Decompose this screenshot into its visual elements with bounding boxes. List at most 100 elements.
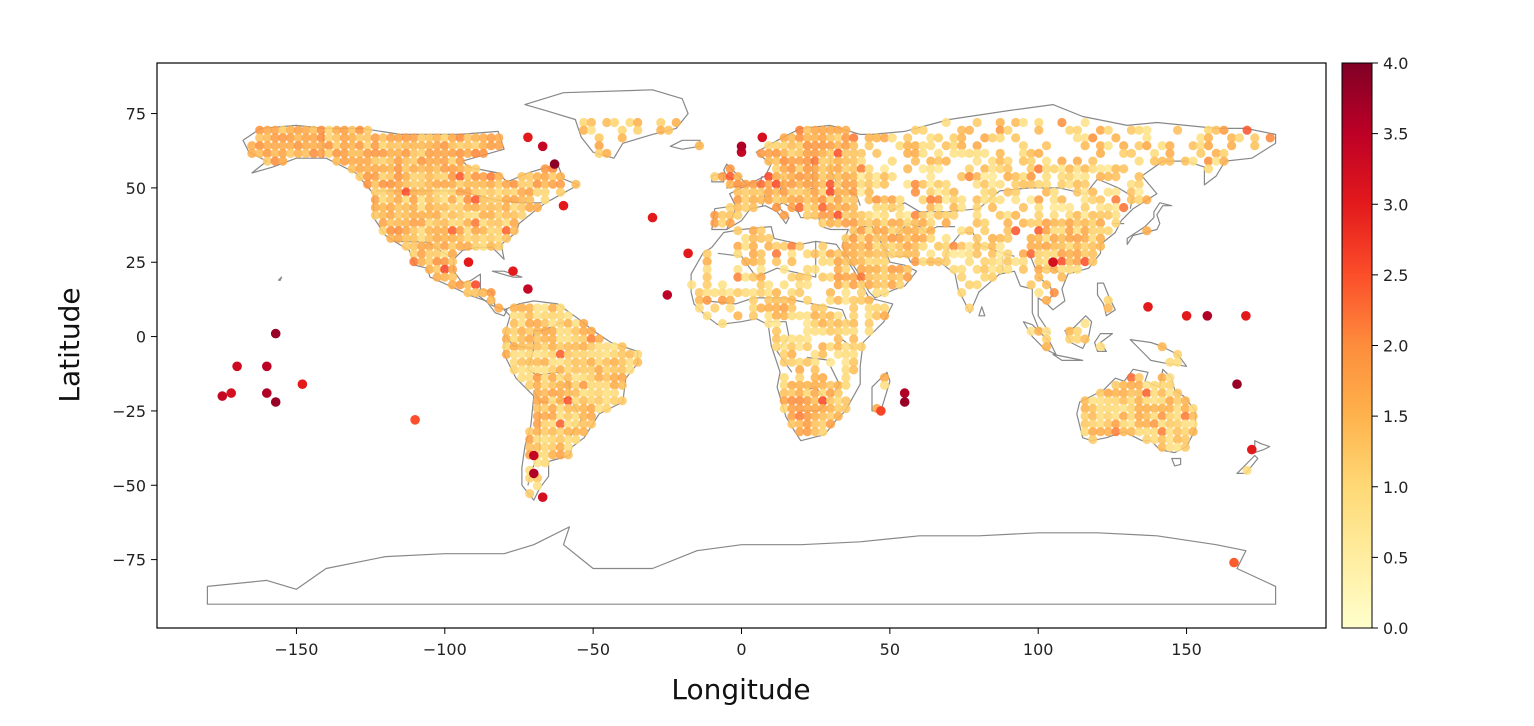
data-point: [509, 326, 519, 336]
data-point: [1088, 210, 1098, 220]
data-point: [787, 195, 797, 205]
data-point: [694, 288, 705, 298]
data-point: [926, 210, 936, 220]
data-point: [409, 233, 419, 243]
data-point: [1157, 342, 1167, 352]
data-point: [1003, 125, 1013, 135]
data-point: [447, 249, 458, 259]
data-point: [571, 427, 581, 437]
data-point: [849, 164, 859, 174]
data-point: [1065, 218, 1075, 228]
data-point: [810, 373, 820, 383]
data-point: [529, 468, 539, 479]
data-point: [818, 318, 828, 329]
data-point: [1095, 411, 1106, 421]
data-point: [764, 241, 774, 251]
data-point: [941, 195, 951, 205]
data-point: [409, 133, 419, 143]
data-point: [409, 179, 419, 189]
data-point: [864, 326, 874, 336]
data-point: [849, 218, 859, 228]
data-point: [818, 148, 828, 158]
data-point: [579, 427, 589, 437]
data-point: [370, 164, 380, 174]
data-point: [455, 226, 465, 236]
data-point: [571, 419, 581, 429]
data-point: [1072, 241, 1082, 251]
data-point: [517, 210, 527, 220]
data-point: [957, 264, 967, 274]
data-point: [926, 249, 936, 259]
data-point: [324, 133, 334, 143]
data-point: [440, 172, 450, 182]
data-point: [424, 164, 434, 174]
data-point: [1034, 226, 1044, 236]
data-point: [995, 241, 1005, 251]
data-point: [1049, 241, 1059, 251]
data-point: [887, 272, 897, 282]
data-point: [478, 233, 488, 243]
data-point: [987, 164, 998, 174]
data-point: [1018, 202, 1028, 213]
data-point: [555, 311, 566, 321]
data-point: [255, 141, 265, 151]
data-point: [818, 419, 828, 429]
data-point: [525, 326, 535, 336]
data-point: [1126, 148, 1136, 158]
data-point: [987, 257, 998, 267]
data-point: [764, 233, 774, 243]
data-point: [864, 272, 874, 282]
data-point: [1126, 179, 1136, 189]
data-point: [903, 272, 913, 282]
data-point: [432, 172, 442, 182]
data-point: [810, 141, 820, 151]
data-point: [764, 318, 774, 329]
data-point: [1157, 373, 1167, 383]
data-point: [864, 280, 874, 290]
data-point: [849, 318, 859, 329]
data-point: [833, 272, 843, 282]
data-point: [941, 249, 951, 259]
data-point: [841, 349, 851, 359]
data-point: [440, 272, 450, 282]
data-point: [532, 318, 543, 329]
data-point: [887, 218, 897, 228]
data-point: [903, 241, 913, 251]
data-point: [347, 133, 357, 143]
landmass-outline: [1052, 353, 1084, 361]
data-point: [1165, 380, 1175, 390]
data-point: [571, 357, 581, 367]
data-point: [378, 202, 388, 213]
data-point: [779, 179, 789, 189]
landmass-outline: [978, 306, 986, 317]
data-point: [872, 218, 882, 228]
data-point: [1180, 411, 1190, 421]
data-point: [1018, 257, 1028, 267]
data-point: [548, 396, 558, 406]
data-point: [1034, 249, 1044, 259]
data-point: [736, 141, 747, 152]
data-point: [987, 179, 998, 189]
colorbar-ticks: 0.00.51.01.52.02.53.03.54.0: [1372, 54, 1408, 638]
data-point: [602, 403, 612, 414]
data-point: [386, 156, 396, 166]
data-point: [1049, 226, 1059, 236]
data-point: [424, 187, 434, 197]
data-point: [617, 342, 627, 352]
data-point: [926, 133, 936, 143]
data-point: [926, 172, 936, 182]
data-point: [609, 388, 620, 398]
data-point: [1072, 233, 1082, 243]
data-point: [471, 133, 481, 143]
data-point: [517, 303, 527, 313]
data-points: [217, 117, 1275, 568]
landmass-outline: [1254, 440, 1271, 454]
data-point: [424, 179, 434, 189]
data-point: [802, 148, 813, 158]
data-point: [656, 125, 666, 135]
data-point: [779, 172, 789, 182]
data-point: [864, 133, 874, 143]
data-point: [278, 141, 288, 151]
data-point: [949, 195, 959, 205]
data-point: [957, 195, 967, 205]
